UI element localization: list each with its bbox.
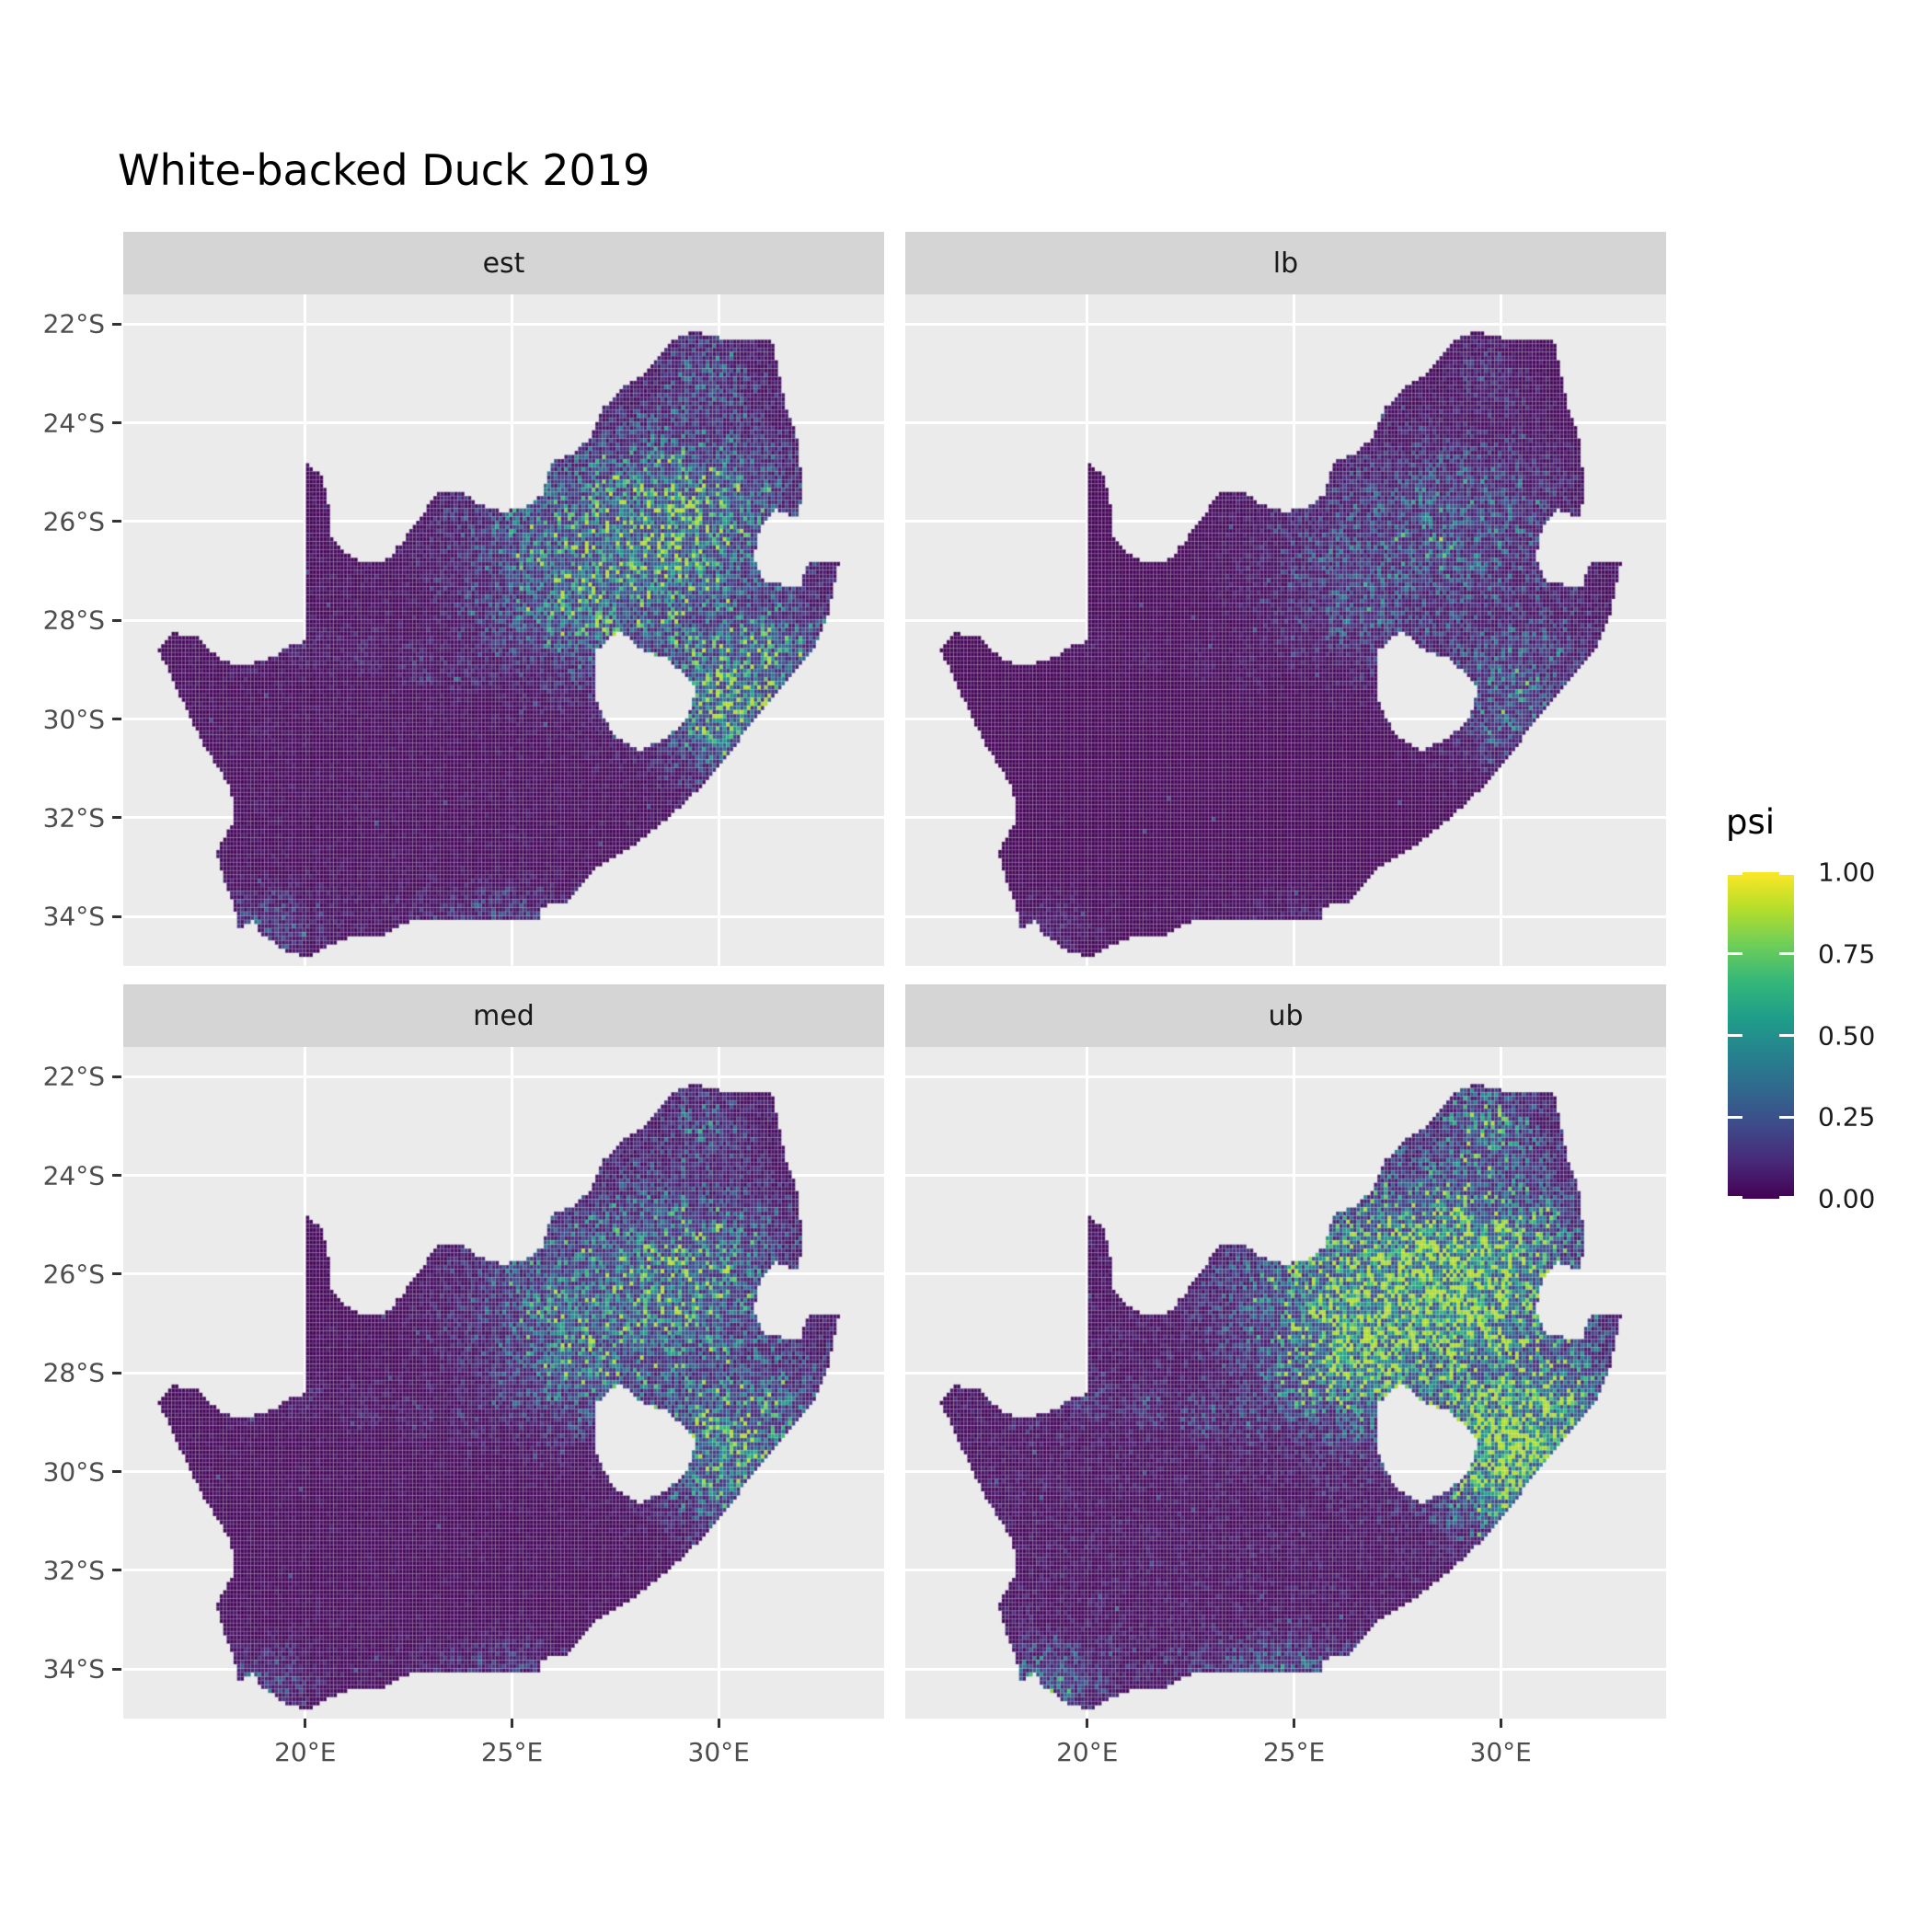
x-tick-mark: [717, 1719, 720, 1728]
y-axis-tick-label: 22°S: [42, 308, 105, 339]
y-axis-tick-label: 30°S: [42, 704, 105, 735]
x-axis-tick-label: 20°E: [1056, 1737, 1119, 1767]
y-axis-tick-label: 26°S: [42, 1259, 105, 1290]
x-tick-mark: [1499, 1719, 1502, 1728]
x-axis-tick-label: 30°E: [687, 1737, 750, 1767]
raster-map-med: [123, 1047, 884, 1719]
y-tick-mark: [112, 1272, 121, 1276]
y-tick-mark: [112, 421, 121, 425]
legend-tick-label: 1.00: [1818, 857, 1876, 888]
facet-strip-med: med: [123, 984, 884, 1047]
x-axis-tick-label: 25°E: [1262, 1737, 1326, 1767]
y-tick-mark: [112, 718, 121, 721]
y-axis-tick-label: 22°S: [42, 1061, 105, 1092]
legend-tick-label: 0.00: [1818, 1183, 1876, 1214]
y-tick-mark: [112, 1371, 121, 1374]
x-tick-mark: [304, 1719, 307, 1728]
x-axis-tick-label: 25°E: [480, 1737, 544, 1767]
y-tick-mark: [112, 1174, 121, 1178]
colorbar-tick-left: [1728, 1034, 1742, 1037]
x-tick-mark: [510, 1719, 513, 1728]
y-axis-tick-label: 30°S: [42, 1456, 105, 1488]
y-tick-mark: [112, 322, 121, 326]
y-axis-tick-label: 26°S: [42, 506, 105, 537]
y-axis-tick-label: 24°S: [42, 408, 105, 439]
y-axis-tick-label: 28°S: [42, 604, 105, 636]
y-tick-mark: [112, 1075, 121, 1078]
x-tick-mark: [1086, 1719, 1089, 1728]
facet-strip-est: est: [123, 232, 884, 294]
y-tick-mark: [112, 816, 121, 820]
map-panel-est: [123, 294, 884, 966]
x-tick-mark: [1292, 1719, 1295, 1728]
colorbar-tick-left: [1728, 1115, 1742, 1119]
colorbar-tick-left: [1728, 1196, 1742, 1199]
y-tick-mark: [112, 1667, 121, 1671]
colorbar-tick-right: [1779, 1196, 1794, 1199]
y-axis-tick-label: 28°S: [42, 1357, 105, 1388]
map-panel-ub: [905, 1047, 1666, 1719]
facet-strip-lb: lb: [905, 232, 1666, 294]
map-panel-med: [123, 1047, 884, 1719]
colorbar-tick-right: [1779, 952, 1794, 956]
map-panel-lb: [905, 294, 1666, 966]
plot-title: White-backed Duck 2019: [118, 145, 650, 195]
y-tick-mark: [112, 618, 121, 622]
raster-map-est: [123, 294, 884, 966]
legend-title: psi: [1726, 802, 1776, 842]
y-axis-tick-label: 34°S: [42, 1653, 105, 1685]
y-axis-tick-label: 32°S: [42, 802, 105, 834]
facet-strip-label: lb: [1272, 247, 1299, 280]
y-tick-mark: [112, 1569, 121, 1572]
legend-tick-label: 0.50: [1818, 1020, 1876, 1051]
y-axis-tick-label: 34°S: [42, 901, 105, 932]
y-axis-tick-label: 32°S: [42, 1555, 105, 1586]
colorbar-tick-left: [1728, 872, 1742, 875]
raster-map-ub: [905, 1047, 1666, 1719]
x-axis-tick-label: 20°E: [274, 1737, 337, 1767]
facet-strip-label: med: [473, 999, 535, 1032]
y-tick-mark: [112, 520, 121, 523]
colorbar-tick-left: [1728, 952, 1742, 956]
facet-strip-label: est: [482, 247, 525, 280]
colorbar-tick-right: [1779, 1034, 1794, 1037]
legend-tick-label: 0.25: [1818, 1101, 1876, 1133]
raster-map-lb: [905, 294, 1666, 966]
colorbar-tick-right: [1779, 1115, 1794, 1119]
colorbar-tick-right: [1779, 872, 1794, 875]
y-axis-tick-label: 24°S: [42, 1160, 105, 1191]
facet-strip-label: ub: [1268, 999, 1304, 1032]
x-axis-tick-label: 30°E: [1469, 1737, 1532, 1767]
y-tick-mark: [112, 1470, 121, 1474]
legend-tick-label: 0.75: [1818, 938, 1876, 970]
y-tick-mark: [112, 914, 121, 918]
facet-strip-ub: ub: [905, 984, 1666, 1047]
